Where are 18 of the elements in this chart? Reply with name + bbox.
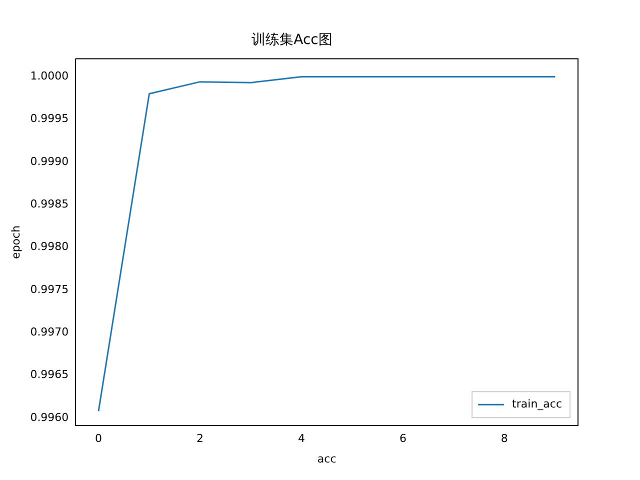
chart-title: 训练集Acc图: [252, 32, 332, 48]
y-tick-label: 0.9995: [30, 112, 69, 126]
x-tick-label: 4: [298, 432, 305, 446]
y-tick-label: 0.9985: [30, 198, 69, 211]
y-axis-title: epoch: [9, 225, 22, 259]
y-tick-label: 0.9990: [30, 154, 69, 168]
y-tick-label: 0.9965: [30, 368, 69, 382]
legend-label: train_acc: [512, 397, 562, 410]
y-tick-label: 0.9975: [30, 282, 69, 296]
x-tick-label: 8: [500, 432, 508, 446]
x-tick-label: 0: [95, 432, 102, 446]
x-tick-label: 6: [399, 432, 406, 446]
x-axis-title: acc: [317, 452, 336, 466]
y-tick-label: 0.9960: [30, 410, 69, 424]
y-tick-label: 0.9980: [30, 240, 69, 254]
y-tick-label: 1.0000: [30, 70, 69, 83]
x-tick-label: 2: [196, 432, 204, 446]
y-tick-label: 0.9970: [30, 325, 69, 338]
